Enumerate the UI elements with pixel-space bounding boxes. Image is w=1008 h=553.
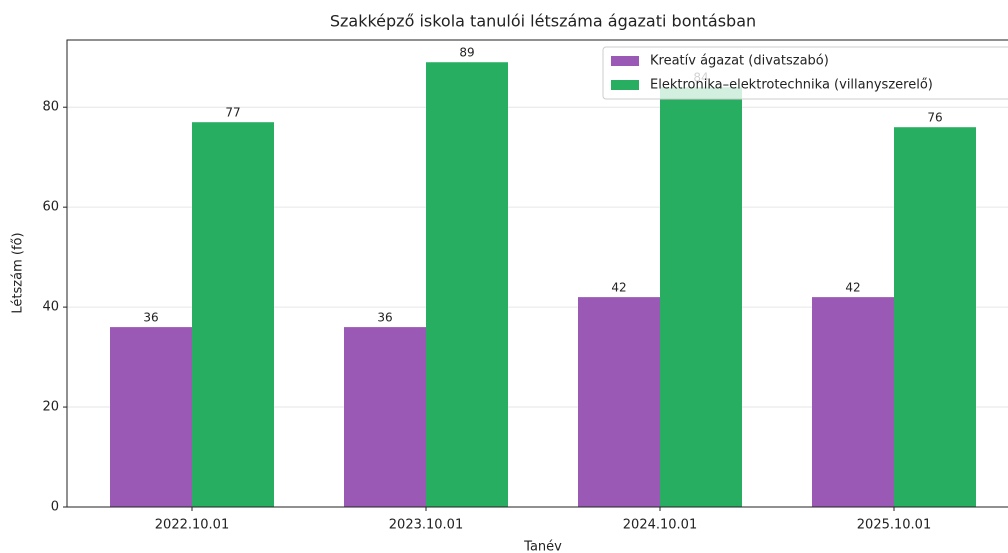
value-label: 77 [225,106,240,120]
bar [110,327,192,507]
value-label: 42 [611,281,626,295]
x-tick-label: 2023.10.01 [389,518,463,533]
y-tick-label: 80 [42,100,59,115]
plot-frame [66,39,1008,508]
x-tick-label: 2024.10.01 [623,518,697,533]
x-tick-label: 2022.10.01 [155,518,229,533]
value-label: 36 [143,311,158,325]
y-tick-label: 40 [42,300,59,315]
bar [192,122,274,507]
y-tick-label: 0 [51,500,59,515]
bar [660,87,742,507]
legend-box [602,46,1008,100]
legend-label: Elektronika–elektrotechnika (villanyszer… [650,78,933,93]
legend-swatch [611,80,639,90]
value-label: 36 [377,311,392,325]
bar [578,297,660,507]
value-label: 89 [459,46,474,60]
bar [812,297,894,507]
x-tick-label: 2025.10.01 [857,518,931,533]
bar [894,127,976,508]
value-label: 76 [927,111,942,125]
chart-title: Szakképző iskola tanulói létszáma ágazat… [330,12,756,31]
y-tick-label: 60 [42,200,59,215]
y-axis-label: Létszám (fő) [11,232,26,313]
value-label: 42 [845,281,860,295]
bar [426,62,508,507]
bar [344,327,426,507]
legend-label: Kreatív ágazat (divatszabó) [650,54,829,69]
legend: Kreatív ágazat (divatszabó) Elektronika–e… [602,46,1008,100]
y-tick-label: 20 [42,400,59,415]
legend-swatch [611,56,639,66]
x-axis-label: Tanév [523,540,562,553]
